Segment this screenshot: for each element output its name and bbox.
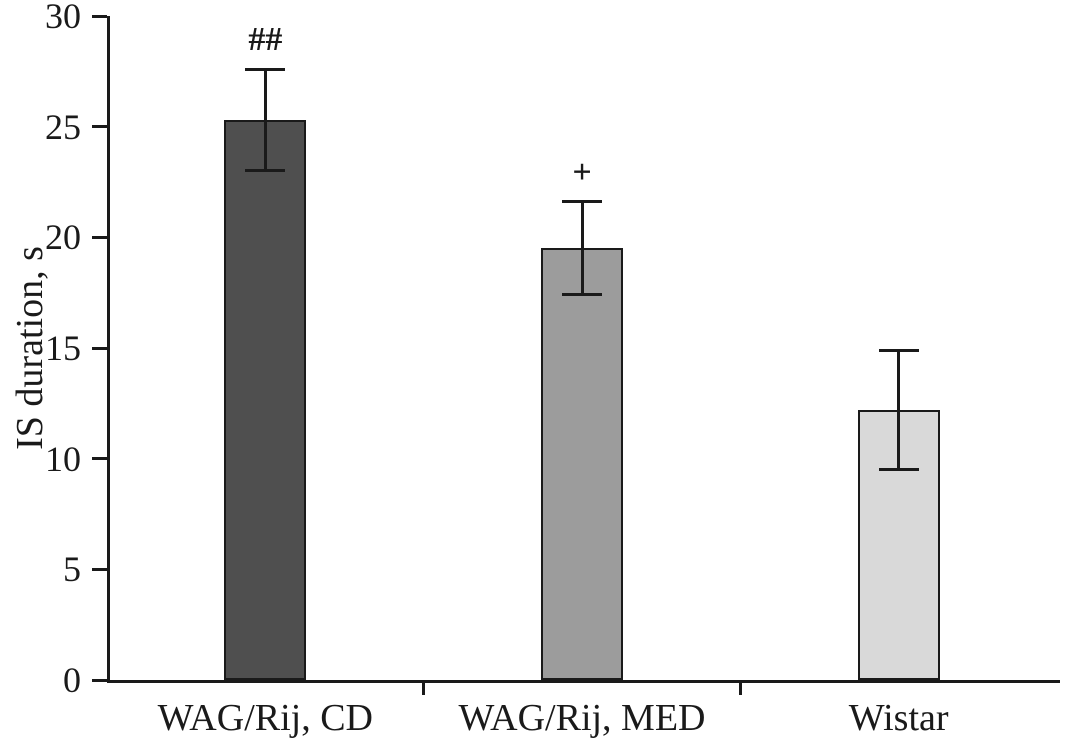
significance-annotation: ## xyxy=(248,21,283,59)
y-tick-mark xyxy=(92,678,107,682)
y-tick-label: 30 xyxy=(45,0,81,36)
y-tick-label: 5 xyxy=(63,549,81,590)
error-bar-cap-bottom xyxy=(245,169,286,173)
y-tick-mark xyxy=(92,125,107,129)
x-tick-mark xyxy=(738,680,742,695)
y-tick-label: 10 xyxy=(45,438,81,479)
error-bar-line xyxy=(580,201,584,295)
plot-area xyxy=(107,16,1060,683)
y-tick-mark xyxy=(92,567,107,571)
category-label: Wistar xyxy=(848,697,949,739)
error-bar-line xyxy=(897,350,901,470)
y-tick-label: 15 xyxy=(45,328,81,368)
y-tick-mark xyxy=(92,346,107,350)
error-bar-cap-bottom xyxy=(878,468,919,472)
y-tick-mark xyxy=(92,235,107,239)
y-tick-label: 0 xyxy=(63,660,81,700)
y-tick-label: 25 xyxy=(45,106,81,147)
x-tick-mark xyxy=(422,680,426,695)
error-bar-cap-top xyxy=(562,200,602,204)
y-tick-mark xyxy=(92,14,107,18)
y-tick-label: 20 xyxy=(45,217,81,258)
y-tick-mark xyxy=(92,457,107,461)
error-bar-line xyxy=(263,69,267,171)
category-label: WAG/Rij, CD xyxy=(157,697,374,739)
bar xyxy=(224,120,307,680)
category-label: WAG/Rij, MED xyxy=(458,697,706,739)
error-bar-cap-bottom xyxy=(562,293,602,297)
significance-annotation: + xyxy=(572,153,592,191)
error-bar-cap-top xyxy=(245,67,286,71)
bar xyxy=(541,248,623,680)
error-bar-cap-top xyxy=(878,348,919,352)
